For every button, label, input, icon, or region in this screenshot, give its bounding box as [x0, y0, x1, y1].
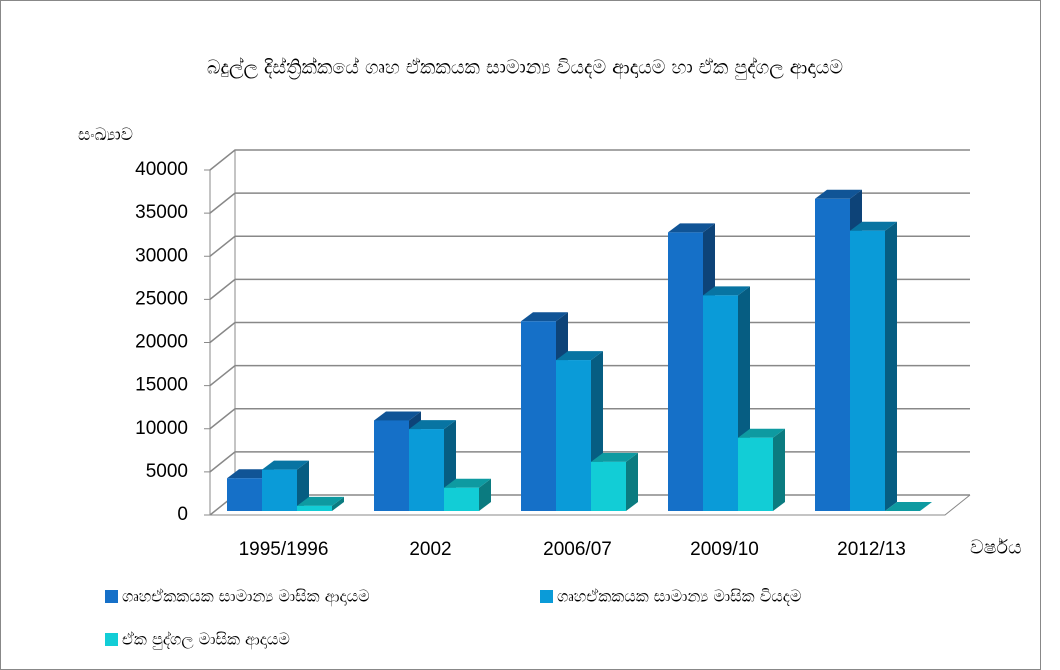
legend-swatch: [105, 590, 118, 603]
bar: [591, 452, 638, 511]
bar-top: [297, 496, 344, 506]
y-tick-label: 35000: [135, 202, 188, 223]
bar-front: [591, 461, 626, 511]
x-tick-label: 1995/1996: [239, 539, 329, 560]
bar: [885, 502, 932, 511]
legend-swatch: [105, 633, 118, 646]
bar-front: [521, 321, 556, 511]
y-tick-label: 30000: [135, 245, 188, 266]
grid-line: [209, 235, 970, 257]
x-tick-label: 2012/13: [837, 539, 906, 560]
bar-front: [815, 198, 850, 511]
bar-top: [409, 420, 456, 430]
bar-front: [703, 295, 738, 511]
x-tick-label: 2006/07: [543, 539, 612, 560]
bar-top: [738, 428, 785, 438]
bar-top: [591, 452, 638, 462]
legend-swatch: [540, 590, 553, 603]
y-tick-label: 10000: [135, 418, 188, 439]
legend-label: ඒක පුද්ගල මාසික ආදායම: [122, 630, 290, 650]
bar: [738, 428, 785, 511]
legend-label: ගෘහඒකකයක සාමාන්‍ය මාසික ආදායම: [122, 587, 370, 607]
bar-top: [885, 502, 932, 511]
y-tick-label: 0: [177, 504, 188, 525]
y-tick-label: 15000: [135, 375, 188, 396]
legend-label: ගෘහඒකකයක සාමාන්‍ය මාසික වියදම: [557, 587, 801, 606]
y-tick-label: 20000: [135, 332, 188, 353]
bar-front: [668, 232, 703, 511]
chart-title: බදුල්ල දිස්ත්‍රික්කයේ ගෘහ ඒකකයක සාමාන්‍ය…: [207, 56, 843, 80]
bar-side: [479, 478, 491, 511]
bar: [262, 460, 309, 511]
x-axis-title: වර්ෂය: [970, 537, 1022, 559]
x-tick-label: 2002: [409, 539, 451, 560]
y-tick-label: 40000: [135, 159, 188, 180]
y-axis-title: සංඛ්‍යාව: [78, 125, 133, 145]
bar-front: [297, 505, 332, 511]
bar: [850, 221, 897, 511]
bar-side: [885, 221, 897, 511]
y-tick-label: 5000: [146, 461, 188, 482]
bar-front: [374, 420, 409, 511]
legend: ගෘහඒකකයක සාමාන්‍ය මාසික ආදායම ගෘහඒකකයක සා…: [105, 587, 801, 650]
grid-line: [209, 149, 970, 171]
bar: [444, 478, 491, 511]
bar-top: [262, 460, 309, 470]
bar-front: [850, 230, 885, 511]
bar-top: [521, 312, 568, 322]
bar-front: [227, 478, 262, 511]
bar-front: [556, 360, 591, 511]
x-tick-label: 2009/10: [690, 539, 759, 560]
bar-side: [626, 452, 638, 511]
bar-top: [850, 221, 897, 231]
bar-front: [262, 469, 297, 511]
bar-top: [444, 478, 491, 488]
grid-line: [209, 278, 970, 300]
grid-line: [209, 192, 970, 214]
y-tick-label: 25000: [135, 288, 188, 309]
bar-top: [556, 351, 603, 361]
bar-front: [409, 429, 444, 511]
bar-front: [738, 437, 773, 511]
bar-top: [703, 286, 750, 296]
bar-top: [374, 411, 421, 421]
bar-top: [815, 189, 862, 199]
bar-top: [668, 223, 715, 233]
bar-side: [297, 460, 309, 511]
bar-side: [773, 428, 785, 511]
bar: [297, 496, 344, 511]
bar-front: [444, 487, 479, 511]
bar-side: [332, 496, 344, 511]
